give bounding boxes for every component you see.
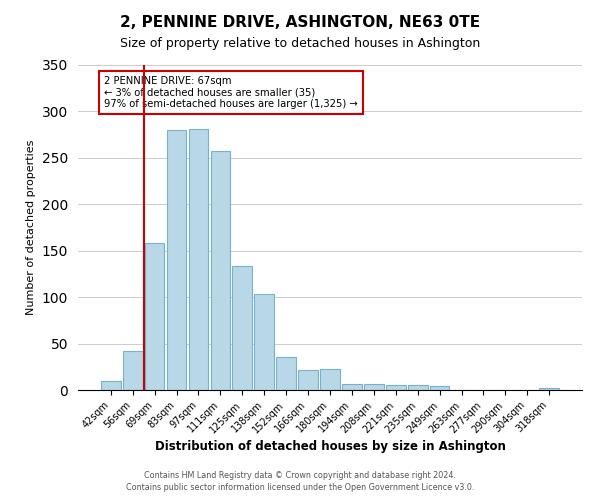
Text: Size of property relative to detached houses in Ashington: Size of property relative to detached ho…: [120, 38, 480, 51]
Bar: [101, 380, 121, 390]
Text: 2 PENNINE DRIVE: 67sqm
← 3% of detached houses are smaller (35)
97% of semi-deta: 2 PENNINE DRIVE: 67sqm ← 3% of detached …: [104, 76, 358, 110]
X-axis label: Distribution of detached houses by size in Ashington: Distribution of detached houses by size …: [155, 440, 505, 454]
Text: 2, PENNINE DRIVE, ASHINGTON, NE63 0TE: 2, PENNINE DRIVE, ASHINGTON, NE63 0TE: [120, 15, 480, 30]
Bar: [276, 356, 296, 390]
Bar: [539, 388, 559, 390]
Bar: [364, 384, 384, 390]
Bar: [342, 384, 362, 390]
Bar: [320, 368, 340, 390]
Bar: [123, 351, 143, 390]
Bar: [254, 294, 274, 390]
Bar: [430, 386, 449, 390]
Bar: [386, 386, 406, 390]
Bar: [167, 130, 187, 390]
Bar: [211, 152, 230, 390]
Bar: [232, 266, 252, 390]
Bar: [145, 244, 164, 390]
Y-axis label: Number of detached properties: Number of detached properties: [26, 140, 37, 315]
Text: Contains HM Land Registry data © Crown copyright and database right 2024.
Contai: Contains HM Land Registry data © Crown c…: [126, 470, 474, 492]
Bar: [188, 129, 208, 390]
Bar: [408, 386, 428, 390]
Bar: [298, 370, 318, 390]
